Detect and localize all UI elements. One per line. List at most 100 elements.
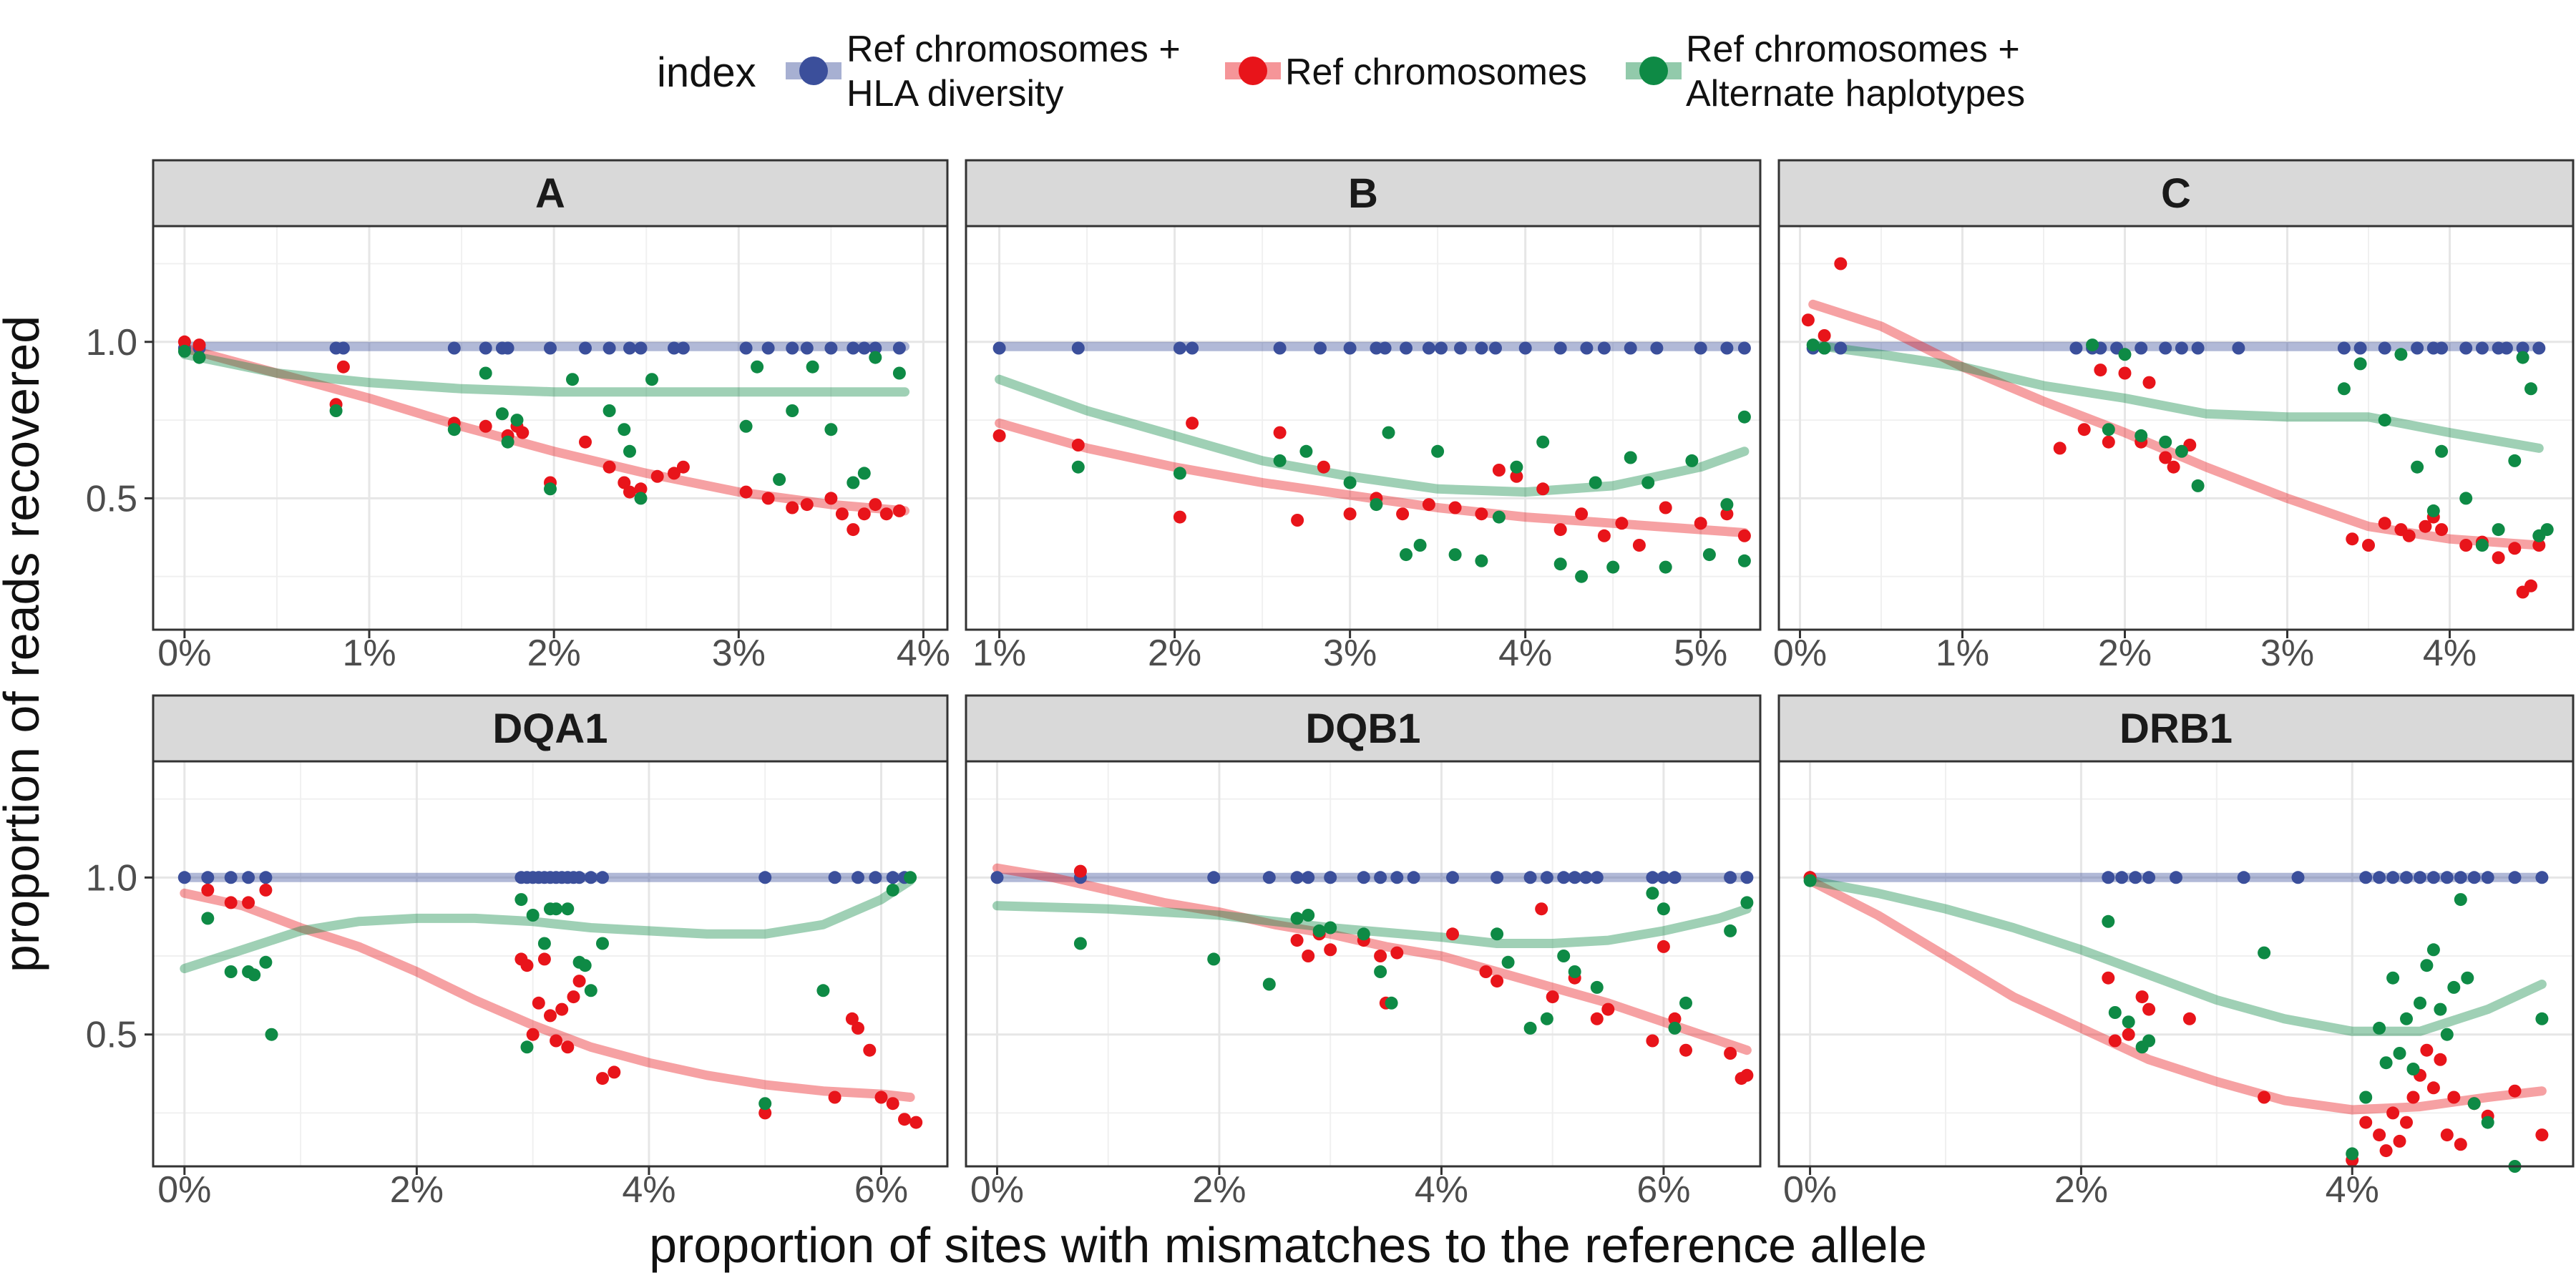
- data-point-ref-chromosomes: [561, 1040, 575, 1054]
- y-tick-label: 1.0: [86, 322, 137, 364]
- data-point-alternate-haplotypes: [596, 937, 609, 950]
- data-point-ref-chromosomes: [1396, 507, 1410, 521]
- data-point-alternate-haplotypes: [1290, 912, 1304, 925]
- data-point-alternate-haplotypes: [2337, 382, 2351, 396]
- legend-label-hla-diversity: Ref chromosomes + HLA diversity: [847, 29, 1181, 114]
- data-point-alternate-haplotypes: [2540, 523, 2554, 537]
- data-point-hla-diversity: [1590, 871, 1604, 884]
- data-point-alternate-haplotypes: [1740, 896, 1754, 909]
- data-point-hla-diversity: [2440, 871, 2454, 884]
- facet-a: A 0% 1% 2% 3% 4% 0.5 1.0: [86, 159, 950, 674]
- data-point-alternate-haplotypes: [329, 404, 343, 417]
- smooth-line-alternate-haplotypes: [180, 876, 915, 974]
- data-point-hla-diversity: [2459, 341, 2473, 355]
- data-point-hla-diversity: [1314, 341, 1327, 355]
- data-point-hla-diversity: [1740, 871, 1754, 884]
- data-point-ref-chromosomes: [879, 507, 893, 521]
- smooth-line-ref-chromosomes: [180, 888, 915, 1102]
- data-point-ref-chromosomes: [828, 1091, 841, 1104]
- data-point-alternate-haplotypes: [177, 344, 191, 358]
- data-point-alternate-haplotypes: [1685, 454, 1699, 467]
- data-point-alternate-haplotypes: [1540, 1012, 1553, 1025]
- data-point-hla-diversity: [668, 341, 680, 355]
- data-point-alternate-haplotypes: [2406, 1063, 2420, 1075]
- x-tick-label: 0%: [1773, 633, 1827, 674]
- data-point-alternate-haplotypes: [526, 909, 540, 922]
- data-point-alternate-haplotypes: [816, 984, 830, 997]
- data-point-ref-chromosomes: [2258, 1091, 2271, 1104]
- data-point-alternate-haplotypes: [2447, 980, 2461, 994]
- data-point-alternate-haplotypes: [1385, 996, 1398, 1010]
- data-point-hla-diversity: [2191, 341, 2205, 355]
- facet-title-a: A: [535, 170, 565, 217]
- data-point-hla-diversity: [1491, 871, 1504, 884]
- legend-dot-hla-diversity: [799, 57, 828, 85]
- data-point-alternate-haplotypes: [501, 435, 514, 449]
- data-point-hla-diversity: [2454, 871, 2467, 884]
- data-point-ref-chromosomes: [1324, 943, 1337, 957]
- data-point-hla-diversity: [259, 871, 273, 884]
- data-point-ref-chromosomes: [800, 498, 814, 512]
- data-point-alternate-haplotypes: [1357, 927, 1370, 941]
- panel-border-b: [965, 225, 1762, 631]
- data-point-ref-chromosomes: [555, 1002, 569, 1016]
- data-point-alternate-haplotypes: [1312, 924, 1326, 937]
- data-point-ref-chromosomes: [874, 1091, 888, 1104]
- data-point-ref-chromosomes: [824, 492, 838, 505]
- facet-dqa1: DQA1 0% 2% 4% 6% 0.5 1.0: [86, 694, 949, 1211]
- data-point-ref-chromosomes: [1374, 950, 1387, 962]
- data-point-ref-chromosomes: [1173, 510, 1186, 524]
- data-point-alternate-haplotypes: [1557, 950, 1571, 962]
- data-point-alternate-haplotypes: [259, 955, 273, 969]
- data-point-hla-diversity: [2373, 871, 2386, 884]
- data-point-ref-chromosomes: [2406, 1091, 2420, 1104]
- facet-c: C 0% 1% 2% 3% 4%: [1773, 159, 2575, 674]
- data-point-alternate-haplotypes: [1510, 460, 1523, 474]
- data-point-alternate-haplotypes: [1641, 476, 1655, 489]
- data-point-alternate-haplotypes: [904, 871, 917, 884]
- facet-strip-dqb1: [965, 694, 1762, 763]
- data-point-alternate-haplotypes: [584, 984, 597, 997]
- data-point-alternate-haplotypes: [1370, 498, 1383, 512]
- data-point-hla-diversity: [1650, 341, 1664, 355]
- panel-border-drb1: [1777, 760, 2575, 1168]
- data-point-ref-chromosomes: [1597, 529, 1611, 542]
- data-point-ref-chromosomes: [2454, 1138, 2467, 1151]
- data-point-ref-chromosomes: [2077, 423, 2091, 436]
- data-point-ref-chromosomes: [1073, 864, 1087, 878]
- data-point-ref-chromosomes: [618, 476, 631, 489]
- data-point-hla-diversity: [1343, 341, 1357, 355]
- data-point-alternate-haplotypes: [2258, 946, 2271, 960]
- data-point-hla-diversity: [2102, 871, 2115, 884]
- data-point-hla-diversity: [336, 341, 350, 355]
- data-point-hla-diversity: [572, 871, 586, 884]
- data-point-alternate-haplotypes: [510, 414, 524, 427]
- data-point-alternate-haplotypes: [1262, 977, 1276, 991]
- x-tick-label: 3%: [712, 633, 766, 674]
- data-point-alternate-haplotypes: [2135, 429, 2148, 442]
- data-point-ref-chromosomes: [516, 426, 530, 439]
- data-point-alternate-haplotypes: [2420, 959, 2434, 972]
- data-point-hla-diversity: [2467, 871, 2481, 884]
- facet-b: B 1% 2% 3% 4% 5%: [965, 159, 1762, 674]
- data-point-ref-chromosomes: [2508, 1084, 2522, 1098]
- data-point-alternate-haplotypes: [1679, 996, 1692, 1010]
- data-point-alternate-haplotypes: [869, 351, 882, 364]
- data-point-alternate-haplotypes: [1374, 965, 1387, 978]
- data-point-ref-chromosomes: [2362, 539, 2375, 552]
- data-point-alternate-haplotypes: [2426, 943, 2440, 957]
- data-point-alternate-haplotypes: [544, 482, 557, 496]
- facet-drb1: DRB1 0% 2% 4%: [1777, 694, 2575, 1211]
- data-point-hla-diversity: [2129, 871, 2142, 884]
- smooth-line-ref-chromosomes: [992, 863, 1752, 1055]
- data-point-ref-chromosomes: [2524, 579, 2537, 592]
- data-point-alternate-haplotypes: [1589, 476, 1602, 489]
- data-point-ref-chromosomes: [909, 1116, 923, 1129]
- data-point-hla-diversity: [1694, 341, 1707, 355]
- data-point-hla-diversity: [224, 871, 238, 884]
- data-point-ref-chromosomes: [532, 996, 545, 1010]
- data-point-ref-chromosomes: [1720, 507, 1734, 521]
- data-point-alternate-haplotypes: [2142, 1034, 2156, 1048]
- data-point-hla-diversity: [2291, 871, 2305, 884]
- data-point-ref-chromosomes: [2122, 1028, 2135, 1041]
